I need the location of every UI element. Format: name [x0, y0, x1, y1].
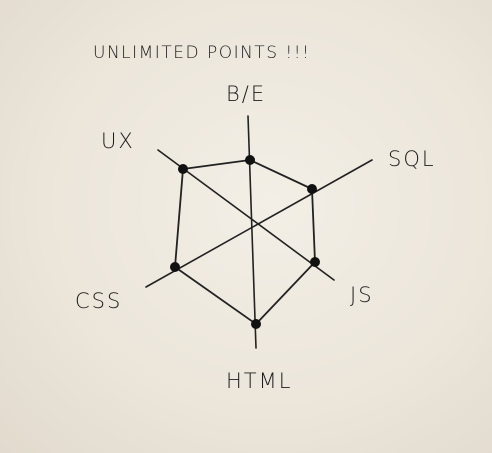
- axis-label-sql: SQL: [388, 147, 436, 171]
- axis-label-html: HTML: [226, 369, 292, 393]
- point-sql: [307, 184, 317, 194]
- point-ux: [178, 164, 188, 174]
- axis-ux-js: [157, 149, 335, 281]
- axis-label-js: JS: [350, 283, 374, 307]
- axis-sql-css: [145, 159, 373, 288]
- axis-be-html: [247, 115, 257, 349]
- point-be: [245, 155, 255, 165]
- axis-label-ux: UX: [101, 129, 135, 153]
- axis-label-be: B/E: [226, 82, 266, 106]
- point-js: [310, 257, 320, 267]
- point-html: [251, 319, 261, 329]
- diagram-title: UNLIMITED POINTS !!!: [93, 43, 310, 63]
- axis-label-css: CSS: [75, 289, 122, 313]
- point-css: [170, 262, 180, 272]
- hexagon-outline: [174, 159, 316, 325]
